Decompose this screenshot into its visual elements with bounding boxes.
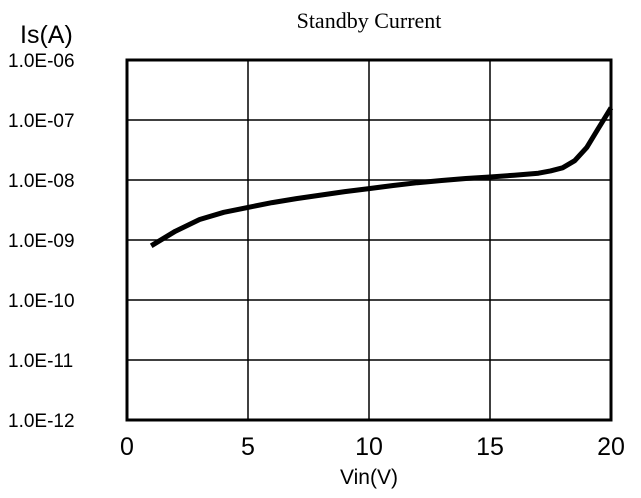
x-tick-label: 0 xyxy=(120,433,134,461)
x-tick-labels: 0 5 10 15 20 xyxy=(120,433,625,461)
x-tick-label: 15 xyxy=(476,433,504,461)
grid xyxy=(127,60,611,420)
y-tick-label: 1.0E-09 xyxy=(8,231,75,252)
series-line xyxy=(149,106,614,248)
series-group xyxy=(149,106,614,248)
y-tick-label: 1.0E-08 xyxy=(8,171,75,192)
x-tick-label: 20 xyxy=(597,433,625,461)
y-tick-label: 1.0E-10 xyxy=(8,291,75,312)
chart-title: Standby Current xyxy=(297,8,442,33)
y-tick-labels: 1.0E-12 1.0E-11 1.0E-10 1.0E-09 1.0E-08 1.0E-… xyxy=(8,51,75,432)
y-tick-label: 1.0E-06 xyxy=(8,51,75,72)
x-axis-label: Vin(V) xyxy=(340,466,398,489)
y-axis-label: Is(A) xyxy=(20,21,73,49)
plot-area-frame xyxy=(125,58,613,422)
y-tick-label: 1.0E-07 xyxy=(8,111,75,132)
x-tick-label: 5 xyxy=(241,433,255,461)
y-tick-label: 1.0E-11 xyxy=(8,351,73,372)
x-tick-label: 10 xyxy=(355,433,383,461)
y-tick-label: 1.0E-12 xyxy=(8,411,75,432)
